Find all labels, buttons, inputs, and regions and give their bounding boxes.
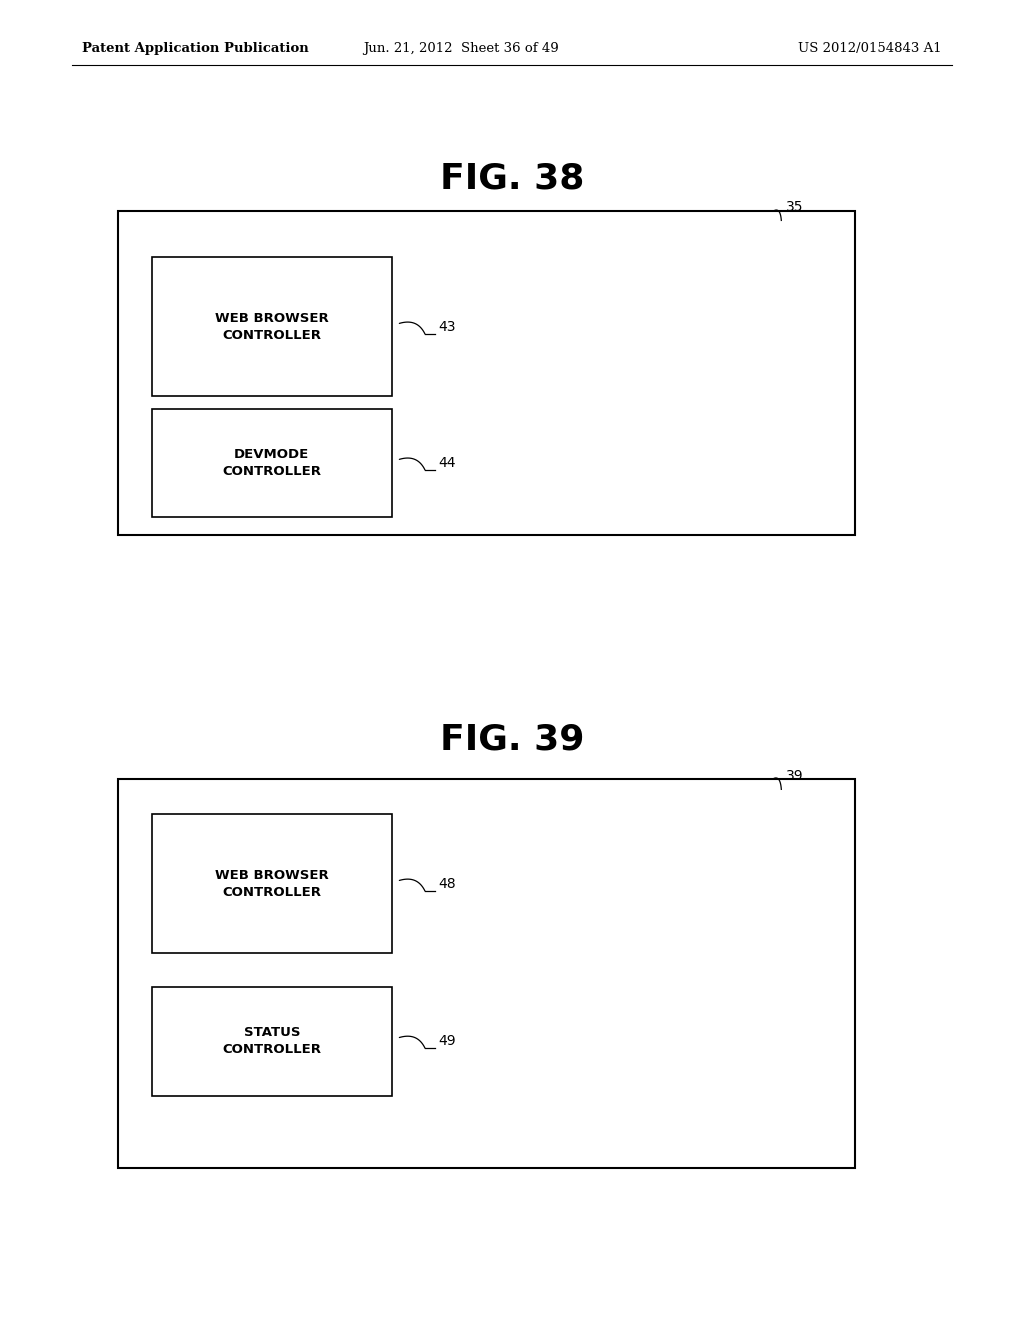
Text: WEB BROWSER
CONTROLLER: WEB BROWSER CONTROLLER — [215, 312, 329, 342]
Bar — [118, 211, 855, 535]
Text: WEB BROWSER
CONTROLLER: WEB BROWSER CONTROLLER — [215, 869, 329, 899]
Text: 49: 49 — [438, 1035, 456, 1048]
Text: US 2012/0154843 A1: US 2012/0154843 A1 — [799, 42, 942, 55]
Bar — [118, 779, 855, 1168]
Text: Jun. 21, 2012  Sheet 36 of 49: Jun. 21, 2012 Sheet 36 of 49 — [362, 42, 559, 55]
Text: 48: 48 — [438, 878, 456, 891]
Bar — [152, 409, 392, 517]
Text: 35: 35 — [786, 201, 804, 214]
Bar — [152, 814, 392, 953]
Text: DEVMODE
CONTROLLER: DEVMODE CONTROLLER — [222, 449, 322, 478]
Bar — [152, 987, 392, 1096]
Text: FIG. 38: FIG. 38 — [440, 161, 584, 195]
Text: Patent Application Publication: Patent Application Publication — [82, 42, 308, 55]
Text: STATUS
CONTROLLER: STATUS CONTROLLER — [222, 1027, 322, 1056]
Text: 43: 43 — [438, 321, 456, 334]
Text: FIG. 39: FIG. 39 — [439, 722, 585, 756]
Text: 44: 44 — [438, 457, 456, 470]
Text: 39: 39 — [786, 770, 804, 783]
Bar — [152, 257, 392, 396]
